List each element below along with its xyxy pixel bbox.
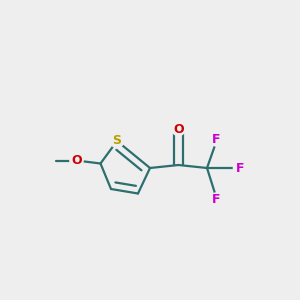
Text: F: F	[236, 161, 244, 175]
Text: F: F	[212, 193, 221, 206]
Circle shape	[172, 122, 185, 136]
Text: S: S	[112, 134, 122, 148]
Circle shape	[110, 134, 124, 148]
Text: F: F	[212, 133, 221, 146]
Circle shape	[210, 133, 223, 146]
Circle shape	[210, 193, 223, 206]
Circle shape	[233, 161, 247, 175]
Text: O: O	[71, 154, 82, 167]
Text: O: O	[173, 122, 184, 136]
Circle shape	[70, 154, 83, 167]
